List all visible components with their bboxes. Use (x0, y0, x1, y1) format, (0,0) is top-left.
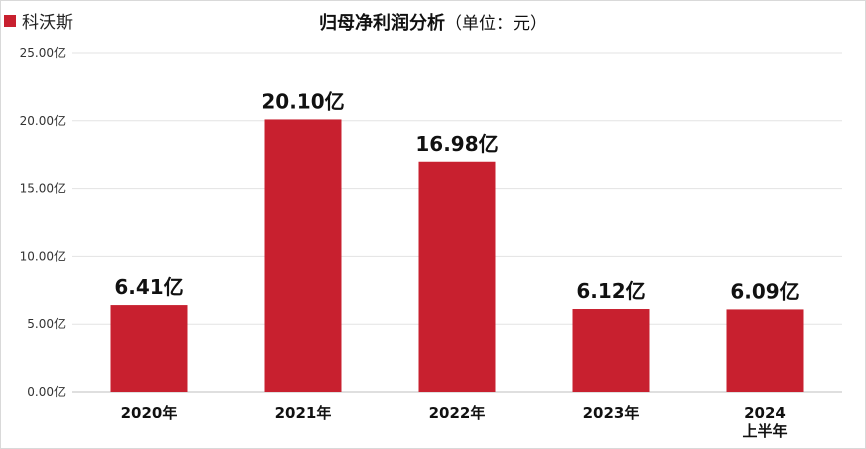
y-tick-label: 5.00亿 (27, 316, 66, 331)
y-tick-label: 20.00亿 (20, 113, 66, 128)
bar (264, 119, 342, 392)
chart-title-main: 归母净利润分析 (319, 13, 445, 34)
y-tick-label: 15.00亿 (20, 181, 66, 196)
data-label: 6.41亿 (114, 275, 183, 299)
bar (418, 161, 496, 392)
y-tick-label: 10.00亿 (20, 248, 66, 263)
chart-title: 归母净利润分析（单位：元） (0, 9, 866, 35)
data-label: 16.98亿 (415, 132, 498, 156)
data-label: 6.12亿 (576, 279, 645, 303)
x-tick-label: 2023年 (583, 404, 640, 422)
x-tick-label: 2020年 (121, 404, 178, 422)
x-tick-label: 2021年 (275, 404, 332, 422)
bar (110, 305, 188, 392)
data-label: 20.10亿 (261, 89, 344, 113)
x-tick-label: 上半年 (742, 422, 787, 440)
legend-swatch (4, 14, 16, 27)
legend-label: 科沃斯 (22, 13, 73, 33)
legend: 科沃斯 (4, 8, 73, 33)
x-tick-label: 2024 (744, 404, 786, 422)
bar (572, 309, 650, 392)
data-label: 6.09亿 (730, 279, 799, 303)
y-tick-label: 0.00亿 (27, 384, 66, 399)
y-tick-label: 25.00亿 (20, 45, 66, 60)
x-tick-label: 2022年 (429, 404, 486, 422)
bar (726, 309, 804, 392)
chart-title-unit: （单位：元） (445, 14, 547, 34)
